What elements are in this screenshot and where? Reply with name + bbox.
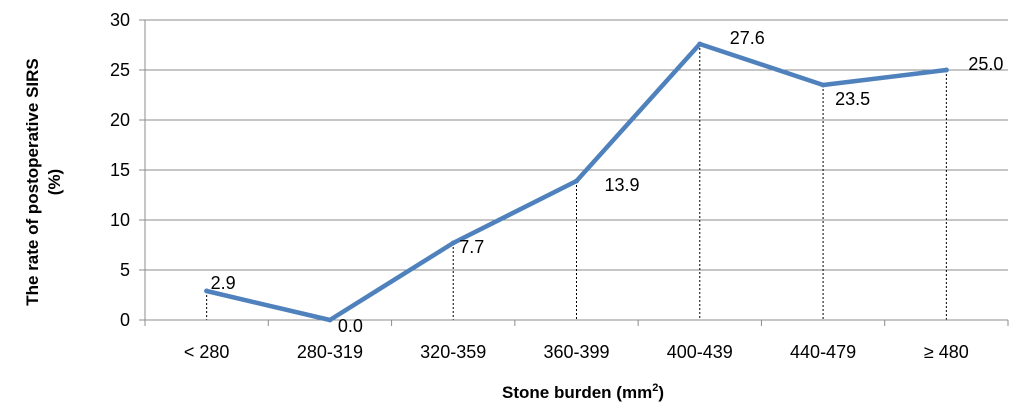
y-tick-label: 10 (110, 210, 130, 230)
data-label: 27.6 (730, 28, 765, 48)
data-point (204, 288, 210, 294)
data-point (450, 240, 456, 246)
gridlines (145, 19, 1008, 271)
y-tick-labels: 0 5 10 15 20 25 30 (110, 10, 130, 330)
x-tick-labels: < 280 280-319 320-359 360-399 400-439 440-479… (184, 342, 969, 362)
data-point (327, 317, 333, 323)
x-tick-label: ≥ 480 (924, 342, 969, 362)
data-label: 7.7 (459, 237, 484, 257)
data-label: 0.0 (338, 316, 363, 336)
y-tick-label: 15 (110, 160, 130, 180)
series-group (204, 41, 949, 323)
data-point (697, 41, 703, 47)
y-tick-label: 30 (110, 10, 130, 30)
data-point (943, 67, 949, 73)
drop-lines (206, 44, 947, 320)
y-axis-title-line1: The rate of postoperative SIRS (23, 58, 42, 306)
x-tick-label: 280-319 (297, 342, 363, 362)
x-tick-label: 360-399 (543, 342, 609, 362)
data-point (820, 82, 826, 88)
y-axis-title-line2: (%) (45, 169, 64, 195)
data-label: 23.5 (835, 89, 870, 109)
data-label: 13.9 (605, 175, 640, 195)
x-tick-label: 320-359 (420, 342, 486, 362)
x-tick-label: 440-479 (790, 342, 856, 362)
y-tick-label: 20 (110, 110, 130, 130)
x-axis-title: Stone burden (mm2) (502, 382, 664, 402)
data-point (574, 178, 579, 184)
y-tick-label: 0 (120, 310, 130, 330)
data-label: 2.9 (211, 273, 236, 293)
x-tick-label: < 280 (184, 342, 230, 362)
data-label: 25.0 (968, 54, 1003, 74)
y-tick-label: 25 (110, 60, 130, 80)
x-tick-label: 400-439 (667, 342, 733, 362)
data-labels: 2.9 0.0 7.7 13.9 27.6 23.5 25.0 (211, 28, 1004, 336)
y-tick-label: 5 (120, 260, 130, 280)
axes (139, 19, 1009, 326)
